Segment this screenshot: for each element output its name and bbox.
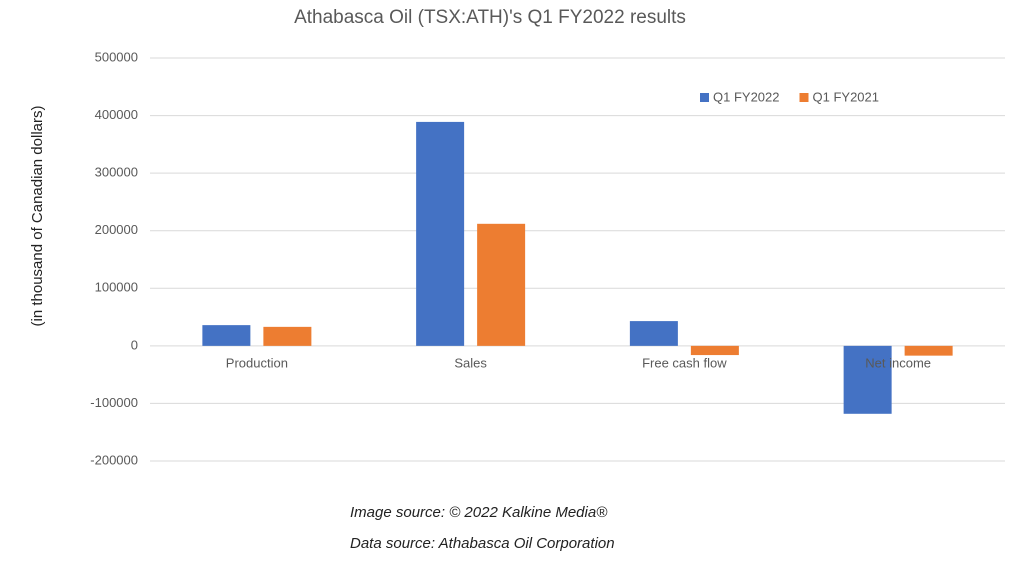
annotation: Data source: Athabasca Oil Corporation bbox=[350, 535, 615, 552]
legend-swatch bbox=[700, 93, 709, 102]
x-tick-label: Production bbox=[226, 355, 288, 370]
bar bbox=[843, 345, 892, 414]
y-tick-label: -100000 bbox=[90, 395, 138, 410]
y-tick-label: 200000 bbox=[95, 222, 138, 237]
x-tick-label: Sales bbox=[454, 355, 487, 370]
y-tick-label: 400000 bbox=[95, 107, 138, 122]
y-tick-label: 300000 bbox=[95, 165, 138, 180]
legend-label: Q1 FY2022 bbox=[713, 89, 780, 104]
y-tick-label: 0 bbox=[131, 337, 138, 352]
y-tick-label: 100000 bbox=[95, 280, 138, 295]
legend-swatch bbox=[799, 93, 809, 102]
chart-title: Athabasca Oil (TSX:ATH)'s Q1 FY2022 resu… bbox=[294, 7, 686, 28]
y-axis-label: (in thousand of Canadian dollars) bbox=[29, 106, 46, 327]
x-tick-label: Free cash flow bbox=[642, 355, 727, 370]
bar bbox=[416, 121, 465, 346]
annotation: Image source: © 2022 Kalkine Media® bbox=[350, 504, 608, 521]
bar bbox=[629, 321, 678, 346]
y-tick-label: 500000 bbox=[95, 49, 138, 64]
bar bbox=[202, 325, 251, 346]
bar bbox=[904, 345, 953, 356]
bar bbox=[477, 223, 526, 346]
bar bbox=[690, 345, 739, 356]
legend-label: Q1 FY2021 bbox=[813, 89, 880, 104]
bar bbox=[263, 326, 312, 346]
x-tick-label: Net income bbox=[865, 355, 931, 370]
y-tick-label: -200000 bbox=[90, 452, 138, 467]
